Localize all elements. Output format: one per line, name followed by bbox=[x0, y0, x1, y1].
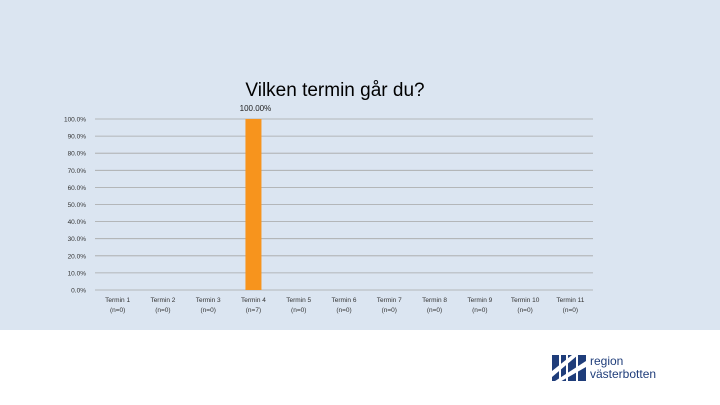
logo-mark-icon bbox=[552, 355, 586, 383]
x-tick-count: (n=0) bbox=[517, 307, 532, 314]
x-tick-label: Termin 9 bbox=[467, 297, 492, 304]
x-tick-label: Termin 3 bbox=[196, 297, 221, 304]
logo-line-2: västerbotten bbox=[590, 367, 657, 381]
x-tick-label: Termin 7 bbox=[377, 297, 402, 304]
x-axis: Termin 1 (n=0) Termin 2 (n=0) Termin 3 (n=0) T… bbox=[105, 297, 585, 314]
y-axis: 0.0% 10.0% 20.0% 30.0% 40.0% 50.0% 60.0% 70.0% 8… bbox=[64, 117, 86, 295]
y-tick-label: 80.0% bbox=[68, 151, 87, 158]
bar-chart: 0.0% 10.0% 20.0% 30.0% 40.0% 50.0% 60.0% 70.0% 8… bbox=[64, 104, 593, 314]
chart-title: Vilken termin går du? bbox=[245, 80, 425, 101]
x-tick-label: Termin 1 bbox=[105, 297, 130, 304]
region-logo: region västerbotten bbox=[552, 352, 702, 384]
y-tick-label: 70.0% bbox=[68, 168, 87, 175]
logo-line-1: region bbox=[590, 354, 624, 368]
gridlines bbox=[95, 118, 593, 291]
y-tick-label: 30.0% bbox=[68, 236, 87, 243]
footer bbox=[0, 330, 720, 405]
y-tick-label: 0.0% bbox=[71, 288, 86, 295]
x-tick-count: (n=0) bbox=[155, 307, 170, 314]
y-tick-label: 40.0% bbox=[68, 219, 87, 226]
x-tick-count: (n=0) bbox=[291, 307, 306, 314]
x-tick-label: Termin 2 bbox=[150, 297, 175, 304]
x-tick-count: (n=7) bbox=[246, 307, 261, 314]
bars: 100.00% bbox=[240, 104, 272, 290]
bar bbox=[245, 119, 262, 290]
x-tick-count: (n=0) bbox=[382, 307, 397, 314]
y-tick-label: 20.0% bbox=[68, 253, 87, 260]
y-tick-label: 10.0% bbox=[68, 270, 87, 277]
x-tick-count: (n=0) bbox=[427, 307, 442, 314]
y-tick-label: 100.0% bbox=[64, 117, 86, 124]
x-tick-count: (n=0) bbox=[472, 307, 487, 314]
x-tick-count: (n=0) bbox=[563, 307, 578, 314]
y-tick-label: 50.0% bbox=[68, 202, 87, 209]
x-tick-label: Termin 10 bbox=[511, 297, 540, 304]
slide-background bbox=[0, 0, 720, 330]
x-tick-label: Termin 4 bbox=[241, 297, 266, 304]
x-tick-label: Termin 11 bbox=[556, 297, 584, 304]
logo-text: region västerbotten bbox=[590, 355, 656, 381]
x-tick-label: Termin 5 bbox=[286, 297, 311, 304]
data-label: 100.00% bbox=[240, 104, 272, 113]
y-tick-label: 60.0% bbox=[68, 185, 87, 192]
x-tick-count: (n=0) bbox=[336, 307, 351, 314]
x-tick-label: Termin 8 bbox=[422, 297, 447, 304]
y-tick-label: 90.0% bbox=[68, 134, 87, 141]
x-tick-label: Termin 6 bbox=[332, 297, 357, 304]
x-tick-count: (n=0) bbox=[201, 307, 216, 314]
x-tick-count: (n=0) bbox=[110, 307, 125, 314]
